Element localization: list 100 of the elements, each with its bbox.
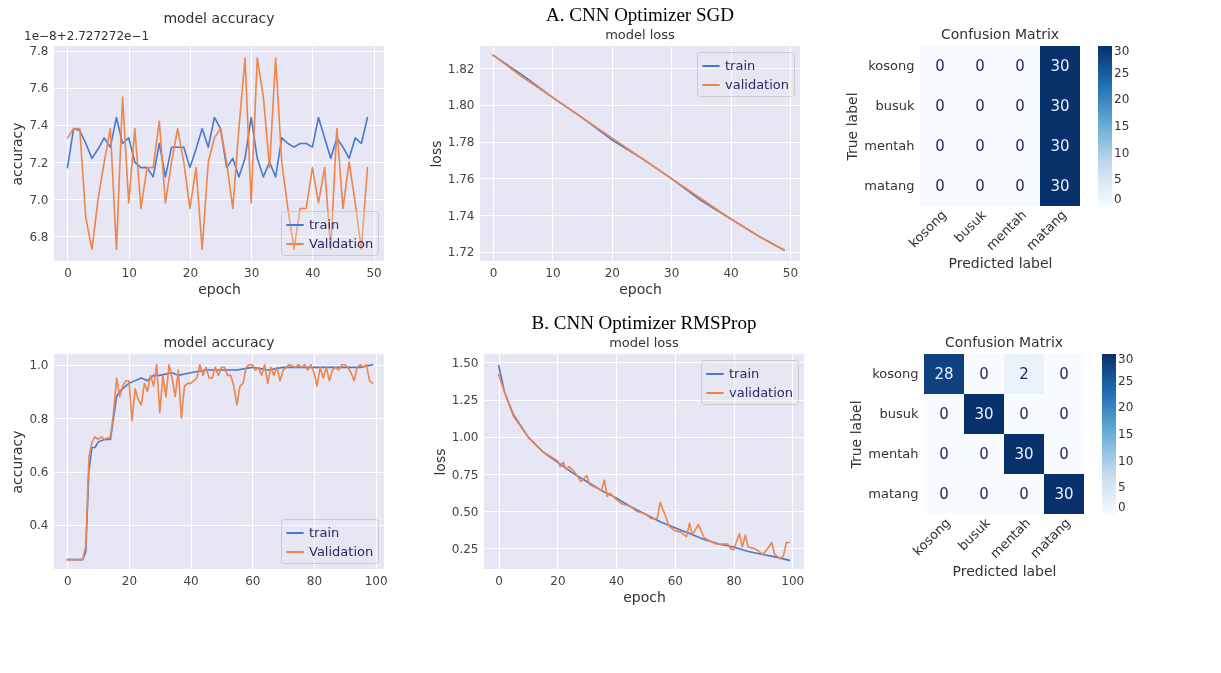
x-tick-label: 50 [366, 265, 382, 280]
y-tick-label: 1.78 [447, 135, 475, 150]
data-label: 0 [975, 177, 985, 195]
data-label: 0 [975, 97, 985, 115]
y-tick-label: 1.74 [447, 208, 475, 223]
data-label: 0 [979, 445, 989, 463]
x-axis-title: epoch [619, 280, 662, 297]
y-axis-title: True label [848, 400, 865, 470]
x-tick-label: 0 [495, 573, 503, 588]
x-tick-label: 20 [550, 573, 566, 588]
chart-title: model accuracy [163, 334, 275, 350]
data-label: 30 [1050, 57, 1070, 75]
color-bar-label: 5 [1114, 172, 1122, 187]
y-tick-label: 0.25 [451, 541, 479, 556]
color-bar-label: 0 [1118, 500, 1126, 514]
color-bar-label: 15 [1118, 427, 1134, 441]
y-tick-label: 0.4 [29, 518, 49, 533]
data-label: 0 [1059, 405, 1069, 423]
y-tick-label: mentah [868, 446, 919, 461]
data-label: 0 [935, 177, 945, 195]
y-tick-label: 0.50 [451, 504, 479, 519]
data-label: 0 [1015, 57, 1025, 75]
legend-label: validation [729, 385, 794, 400]
x-tick-label: 100 [781, 573, 805, 588]
x-tick-label: 0 [63, 573, 72, 588]
chart-title: Confusion Matrix [940, 26, 1060, 42]
x-tick-label: 30 [244, 265, 260, 280]
y-tick-label: 6.8 [29, 229, 49, 244]
data-label: 0 [939, 485, 949, 503]
data-label: 30 [974, 405, 994, 423]
x-tick-label: 40 [608, 573, 625, 588]
y-tick-label: 0.8 [29, 411, 49, 426]
x-tick-label: 0 [64, 265, 72, 280]
chart-title: model accuracy [163, 10, 275, 26]
color-bar-label: 30 [1114, 44, 1130, 58]
y-axis-title: loss [427, 140, 444, 168]
color-bar-label: 20 [1114, 92, 1130, 107]
x-tick-label: 40 [723, 265, 739, 280]
data-label: 0 [935, 57, 945, 75]
x-tick-label: 50 [782, 265, 799, 280]
y-tick-label: 1.82 [447, 61, 475, 76]
x-tick-label: 20 [182, 265, 199, 280]
color-bar-label: 30 [1118, 352, 1134, 366]
legend-label: train [309, 217, 340, 232]
y-tick-label: busuk [875, 98, 915, 113]
line-series [66, 116, 369, 178]
x-tick-label: 100 [364, 573, 388, 588]
data-label: 2 [1019, 365, 1029, 383]
y-tick-label: kosong [868, 58, 915, 73]
data-label: 0 [1015, 97, 1025, 115]
color-bar-label: 5 [1118, 480, 1126, 495]
data-label: 0 [1015, 177, 1025, 195]
data-label: 0 [939, 445, 949, 463]
x-axis-title: epoch [623, 588, 666, 605]
x-tick-label: 0 [489, 265, 498, 280]
y-tick-label: matang [868, 486, 919, 501]
data-label: 0 [1019, 485, 1029, 503]
chart-title: Confusion Matrix [944, 334, 1064, 350]
legend-label: train [725, 58, 756, 73]
chart-subtitle: model loss [609, 335, 680, 350]
legend-label: Validation [309, 544, 374, 559]
y-tick-label: matang [864, 178, 915, 193]
y-tick-label: 1.0 [29, 358, 49, 373]
y-tick-label: 7.8 [29, 44, 49, 59]
y-tick-label: 0.6 [29, 465, 49, 480]
y-tick-label: 7.0 [29, 192, 49, 207]
x-tick-label: 60 [245, 573, 261, 588]
data-label: 0 [1059, 445, 1069, 463]
color-bar-label: 10 [1118, 453, 1134, 468]
y-tick-label: 1.80 [447, 98, 475, 113]
data-label: 30 [1054, 485, 1074, 503]
x-tick-label: 10 [121, 265, 137, 280]
y-tick-label: 1.72 [447, 245, 475, 260]
color-bar-label: 25 [1114, 65, 1130, 80]
y-tick-label: 1.50 [451, 355, 479, 370]
chart-title: A. CNN Optimizer SGD [546, 4, 734, 25]
data-label: 0 [975, 137, 985, 155]
data-label: 0 [935, 97, 945, 115]
data-label: 30 [1014, 445, 1034, 463]
y-axis-title: accuracy [9, 430, 26, 494]
x-axis-title: epoch [198, 280, 241, 297]
y-axis-title: accuracy [9, 122, 26, 186]
y-tick-label: 1.00 [451, 430, 479, 445]
data-label: 30 [1050, 177, 1070, 195]
legend-label: train [729, 366, 760, 381]
x-tick-label: 40 [305, 265, 321, 280]
data-label: 0 [1019, 405, 1029, 423]
data-label: 0 [1059, 365, 1069, 383]
y-axis-title: loss [431, 448, 448, 476]
data-label: 0 [1015, 137, 1025, 155]
data-label: 0 [979, 365, 989, 383]
x-tick-label: 10 [545, 265, 561, 280]
y-tick-label: 0.75 [451, 467, 479, 482]
data-label: 0 [975, 57, 985, 75]
data-label: 0 [979, 485, 989, 503]
data-label: 0 [935, 137, 945, 155]
x-axis-title: Predicted label [948, 255, 1053, 272]
x-tick-label: 80 [306, 573, 323, 588]
x-axis-title: Predicted label [952, 563, 1057, 580]
x-tick-label: 80 [726, 573, 742, 588]
